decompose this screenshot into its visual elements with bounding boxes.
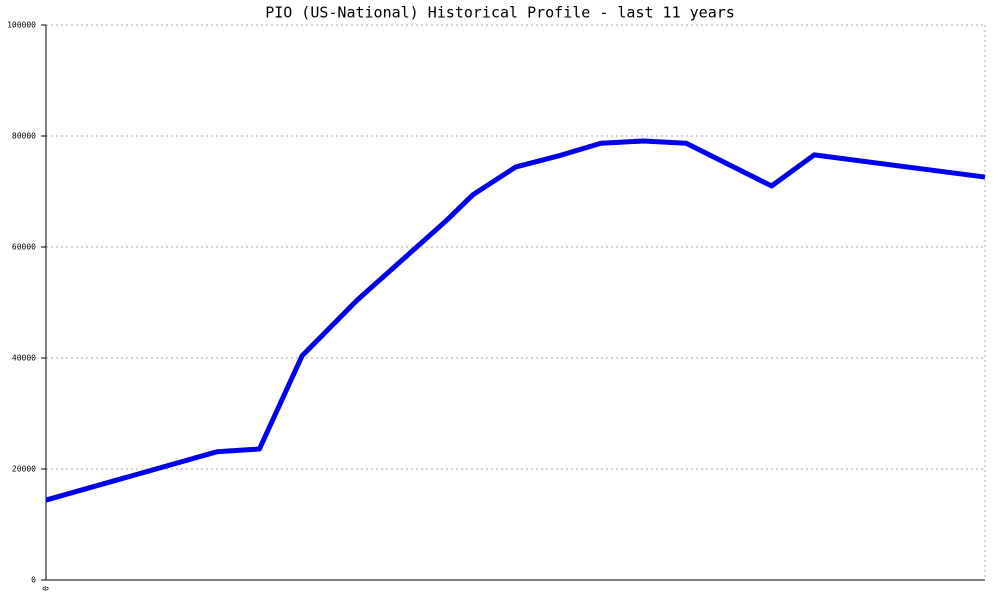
data-line: [45, 138, 986, 503]
y-tick-label: 100000: [7, 21, 36, 30]
y-tick-label: 60000: [12, 243, 36, 252]
y-tick-label: 20000: [12, 465, 36, 474]
y-tick-label: 80000: [12, 132, 36, 141]
y-tick-label: 0: [31, 576, 36, 585]
y-tick-label: 40000: [12, 354, 36, 363]
chart-title: PIO (US-National) Historical Profile - l…: [265, 4, 735, 22]
x-tick-label: 0: [42, 586, 51, 591]
